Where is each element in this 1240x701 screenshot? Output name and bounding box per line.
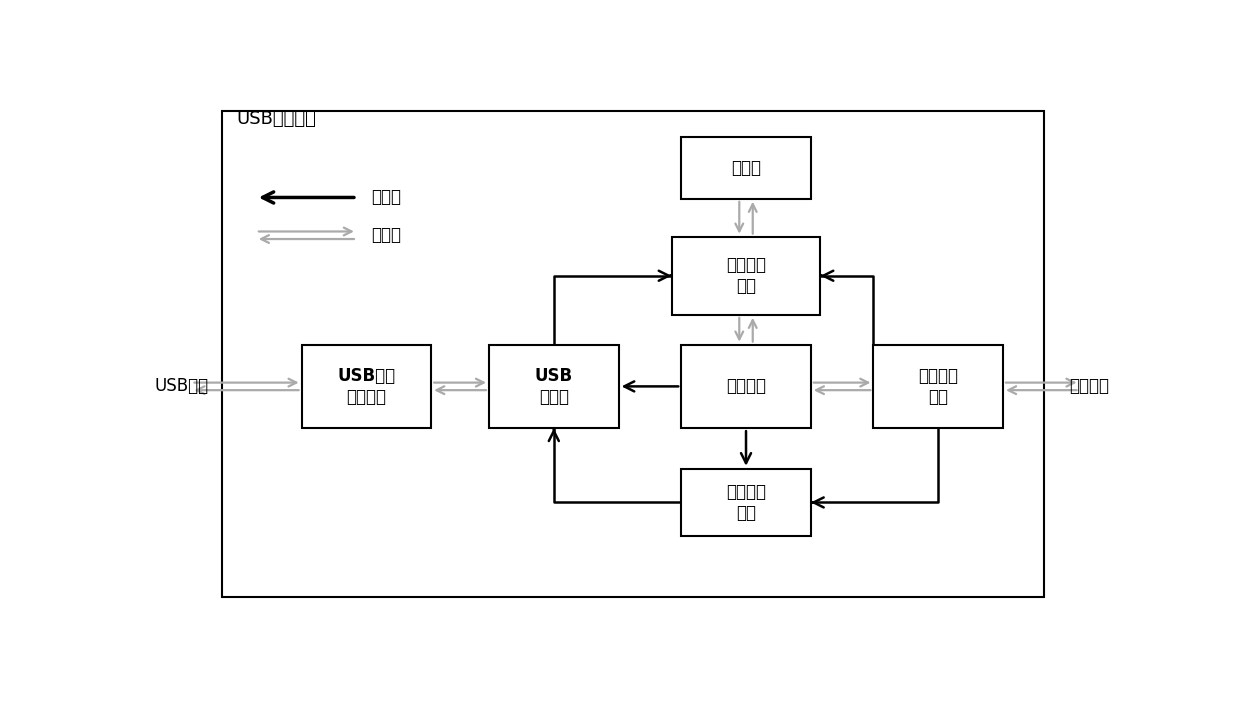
Text: 控制流: 控制流 <box>371 189 402 207</box>
FancyBboxPatch shape <box>873 345 1003 428</box>
FancyBboxPatch shape <box>681 469 811 536</box>
FancyBboxPatch shape <box>681 137 811 199</box>
FancyBboxPatch shape <box>681 345 811 428</box>
Text: 微控制器: 微控制器 <box>725 377 766 395</box>
FancyBboxPatch shape <box>672 237 821 315</box>
Text: 存储器: 存储器 <box>732 159 761 177</box>
FancyBboxPatch shape <box>301 345 432 428</box>
Text: 闪存控制
模块: 闪存控制 模块 <box>918 367 959 406</box>
FancyBboxPatch shape <box>222 111 1044 597</box>
Text: USB
控制器: USB 控制器 <box>534 367 573 406</box>
Text: 内存接口
管理: 内存接口 管理 <box>725 257 766 295</box>
Text: USB控制芯片: USB控制芯片 <box>237 110 316 128</box>
Text: 内存传输
管理: 内存传输 管理 <box>725 483 766 522</box>
Text: 数字流: 数字流 <box>371 226 402 244</box>
Text: 闪存接口: 闪存接口 <box>1069 377 1109 395</box>
Text: USB接口: USB接口 <box>155 377 210 395</box>
Text: USB物理
接口模块: USB物理 接口模块 <box>337 367 396 406</box>
FancyBboxPatch shape <box>489 345 619 428</box>
